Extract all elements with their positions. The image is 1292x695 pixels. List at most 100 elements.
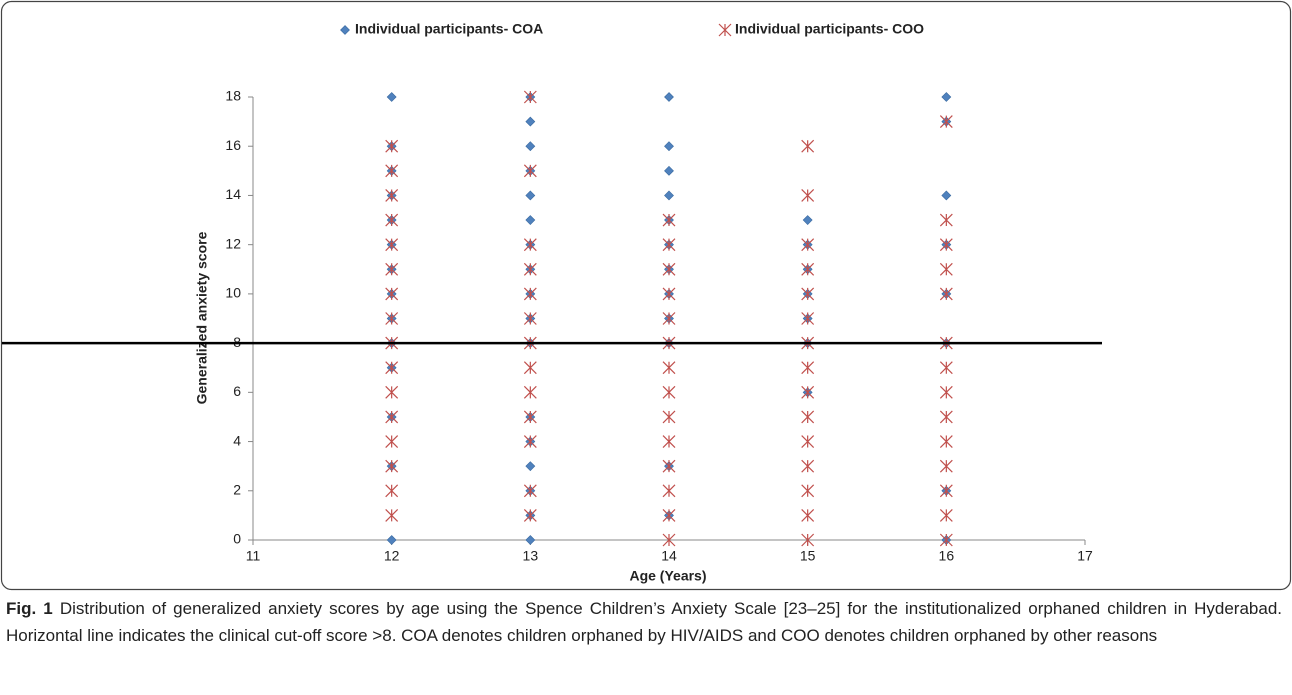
point (801, 189, 815, 202)
point (523, 164, 537, 178)
caption-label: Fig. 1 (6, 599, 53, 618)
point (939, 484, 953, 498)
point (801, 459, 815, 473)
point (523, 361, 537, 375)
point (385, 361, 399, 375)
y-tick-label: 0 (233, 531, 241, 547)
point (939, 361, 953, 375)
point (523, 484, 537, 498)
point (802, 215, 813, 225)
point (385, 139, 399, 153)
y-tick-label: 2 (233, 481, 241, 497)
point (662, 238, 676, 252)
point (664, 92, 674, 102)
x-tick-label: 13 (523, 548, 539, 564)
point (662, 213, 676, 227)
point (386, 535, 397, 545)
point (801, 312, 815, 325)
point (662, 262, 676, 276)
point (525, 141, 536, 152)
point (664, 190, 674, 201)
point (939, 385, 953, 399)
point (941, 92, 952, 102)
caption-text: Distribution of generalized anxiety scor… (6, 599, 1282, 645)
point (939, 287, 953, 301)
point (523, 435, 537, 448)
point (385, 385, 399, 399)
point (939, 533, 953, 547)
y-tick-label: 16 (225, 137, 241, 153)
legend-marker (718, 23, 732, 37)
y-tick-label: 8 (233, 334, 241, 350)
x-axis-title: Age (Years) (629, 568, 706, 584)
point (941, 190, 952, 201)
x-tick-label: 12 (384, 548, 400, 564)
point (385, 435, 399, 448)
point (523, 287, 537, 301)
point (525, 116, 536, 127)
point (939, 213, 953, 227)
point (525, 535, 536, 545)
point (664, 165, 674, 176)
point (662, 287, 676, 301)
point (525, 215, 536, 225)
point (523, 238, 537, 252)
point (801, 287, 815, 301)
point (523, 312, 537, 325)
y-tick-label: 10 (225, 285, 241, 301)
x-tick-label: 15 (800, 548, 816, 564)
point (801, 410, 815, 424)
point (385, 287, 399, 301)
point (939, 238, 953, 252)
y-tick-label: 6 (233, 383, 241, 399)
point (385, 484, 399, 498)
point (801, 385, 815, 399)
point (939, 508, 953, 522)
point (523, 262, 537, 276)
y-tick-label: 4 (233, 432, 241, 448)
y-axis-title: Generalized anxiety score (194, 231, 210, 404)
point (939, 435, 953, 448)
point (523, 508, 537, 522)
point (385, 459, 399, 473)
x-tick-label: 17 (1077, 548, 1093, 564)
point (662, 361, 676, 375)
legend-label: Individual participants- COA (355, 21, 543, 37)
point (801, 484, 815, 498)
point (662, 312, 676, 325)
point (385, 238, 399, 252)
point (664, 141, 674, 152)
point (385, 410, 399, 424)
point (662, 508, 676, 522)
point (662, 484, 676, 498)
chart: Age (Years) Generalized anxiety score 0 2… (0, 0, 1292, 591)
point (525, 190, 536, 201)
y-tick-label: 14 (225, 186, 241, 202)
legend-label: Individual participants- COO (735, 21, 924, 37)
point (939, 115, 953, 129)
point (801, 435, 815, 448)
point (662, 459, 676, 473)
point (662, 533, 676, 547)
point (385, 312, 399, 325)
point (525, 461, 536, 472)
x-tick-label: 16 (939, 548, 955, 564)
point (939, 262, 953, 276)
legend-marker (340, 25, 350, 35)
point (523, 410, 537, 424)
point (662, 385, 676, 399)
caption: Fig. 1 Distribution of generalized anxie… (6, 596, 1282, 649)
point (801, 533, 815, 547)
point (386, 92, 397, 102)
point (939, 459, 953, 473)
point (662, 435, 676, 448)
point (801, 238, 815, 252)
frame (0, 0, 1292, 591)
y-tick-label: 18 (225, 88, 241, 104)
x-tick-label: 14 (661, 548, 677, 564)
point (385, 262, 399, 276)
point (801, 361, 815, 375)
point (385, 164, 399, 178)
point (385, 189, 399, 202)
